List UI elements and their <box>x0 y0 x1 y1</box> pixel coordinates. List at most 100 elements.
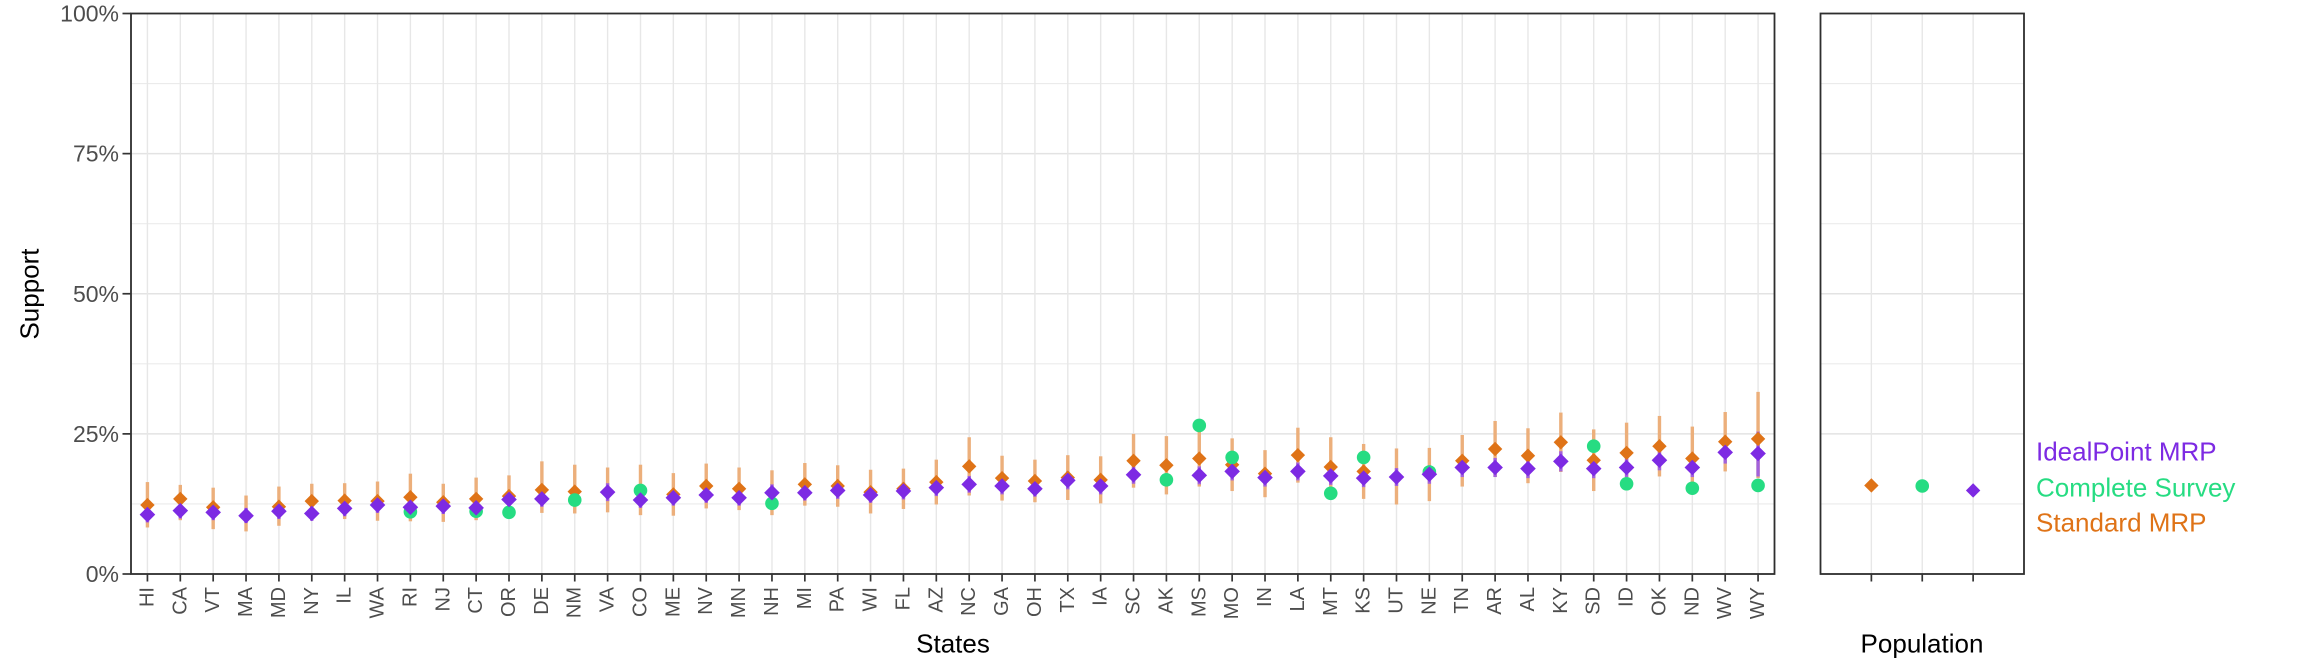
point-standard-CT <box>468 491 484 507</box>
point-standard-IL <box>337 493 352 508</box>
point-complete-WY <box>1751 478 1765 493</box>
x-tick-label-OK: OK <box>1648 586 1670 616</box>
point-complete-CO <box>633 483 648 498</box>
point-complete-MS <box>1192 418 1207 433</box>
point-idealpoint-CT <box>468 500 484 516</box>
point-standard-DE <box>534 482 550 498</box>
point-complete-NM <box>567 493 582 507</box>
point-standard-OK <box>1652 439 1667 454</box>
y-tick-label-75%: 75% <box>73 141 119 167</box>
x-tick-label-WV: WV <box>1714 586 1736 619</box>
point-standard-MS <box>1192 451 1207 466</box>
point-idealpoint-population <box>1965 483 1981 498</box>
x-tick-label-ID: ID <box>1616 587 1638 607</box>
point-complete-KS <box>1356 450 1371 465</box>
point-standard-ID <box>1619 445 1634 461</box>
x-tick-label-PA: PA <box>827 586 849 612</box>
point-idealpoint-KS <box>1355 470 1372 486</box>
point-idealpoint-DE <box>534 491 550 507</box>
point-standard-SD <box>1586 453 1601 468</box>
point-standard-SC <box>1126 453 1141 468</box>
x-axis: HI CA VT MA MD NY IL WA RI NJ CT OR DE NM VA CO ME NV MN NH… <box>136 574 1974 619</box>
point-standard-WV <box>1717 434 1733 449</box>
point-idealpoint-ND <box>1684 459 1701 476</box>
point-standard-AK <box>1159 458 1174 473</box>
point-idealpoint-IA <box>1092 478 1109 494</box>
x-tick-label-MN: MN <box>728 587 750 618</box>
x-tick-label-SD: SD <box>1583 587 1605 615</box>
state-series <box>139 391 1766 532</box>
point-idealpoint-MS <box>1191 467 1208 484</box>
point-standard-GA <box>994 470 1010 486</box>
point-idealpoint-CO <box>632 492 649 508</box>
x-tick-label-NH: NH <box>761 587 783 616</box>
point-idealpoint-NJ <box>435 498 452 514</box>
x-tick-label-KS: KS <box>1353 587 1375 614</box>
x-tick-label-MI: MI <box>794 587 816 609</box>
x-tick-label-SC: SC <box>1123 587 1145 615</box>
point-idealpoint-NV <box>698 487 715 503</box>
x-tick-label-UT: UT <box>1385 587 1407 614</box>
y-tick-label-50%: 50% <box>73 281 119 307</box>
x-tick-label-MD: MD <box>268 587 290 618</box>
point-complete-NH <box>765 496 779 511</box>
y-tick-label-25%: 25% <box>73 421 119 447</box>
point-idealpoint-VT <box>205 504 221 521</box>
point-idealpoint-MO <box>1224 463 1240 480</box>
x-tick-label-NJ: NJ <box>432 587 454 611</box>
legend-item-complete-survey: Complete Survey <box>2036 472 2236 503</box>
point-idealpoint-OK <box>1651 452 1668 469</box>
point-standard-MI <box>797 477 813 492</box>
point-standard-MT <box>1323 459 1338 475</box>
point-standard-population <box>1864 478 1879 493</box>
point-idealpoint-OH <box>1027 481 1043 497</box>
point-idealpoint-TN <box>1454 459 1471 476</box>
point-idealpoint-AZ <box>928 479 945 496</box>
point-idealpoint-KY <box>1553 453 1569 470</box>
point-complete-MT <box>1323 486 1338 501</box>
x-tick-label-HI: HI <box>136 587 158 607</box>
point-idealpoint-AR <box>1487 459 1503 476</box>
x-tick-label-ND: ND <box>1681 587 1703 616</box>
point-standard-NC <box>961 459 977 474</box>
point-idealpoint-MI <box>797 484 813 501</box>
x-tick-label-AL: AL <box>1517 587 1539 611</box>
legend-item-idealpoint-mrp: IdealPoint MRP <box>2036 436 2217 467</box>
point-idealpoint-MN <box>731 489 747 506</box>
point-idealpoint-ME <box>665 489 682 506</box>
point-idealpoint-TX <box>1059 472 1076 489</box>
y-tick-label-100%: 100% <box>60 1 119 27</box>
x-tick-label-MA: MA <box>235 586 257 617</box>
x-tick-label-KY: KY <box>1550 587 1572 614</box>
point-idealpoint-FL <box>895 483 912 499</box>
point-complete-AK <box>1159 473 1174 487</box>
point-idealpoint-LA <box>1290 463 1306 480</box>
point-idealpoint-OR <box>501 491 517 508</box>
point-idealpoint-SC <box>1125 466 1142 483</box>
point-idealpoint-NH <box>764 484 780 501</box>
point-complete-ID <box>1619 476 1634 491</box>
x-tick-label-AR: AR <box>1484 587 1506 615</box>
point-standard-OH <box>1027 473 1043 489</box>
point-standard-NY <box>304 493 319 509</box>
point-complete-ND <box>1685 481 1700 496</box>
point-complete-population <box>1915 479 1930 493</box>
point-standard-HI <box>140 497 155 513</box>
x-tick-label-DE: DE <box>531 587 553 615</box>
point-idealpoint-VA <box>599 484 616 500</box>
x-tick-label-NE: NE <box>1418 587 1440 615</box>
x-tick-label-WI: WI <box>860 587 882 611</box>
point-idealpoint-WI <box>862 487 879 503</box>
point-standard-AL <box>1520 448 1536 463</box>
x-tick-label-RI: RI <box>399 587 421 607</box>
point-idealpoint-WV <box>1717 444 1733 461</box>
point-idealpoint-PA <box>829 482 846 499</box>
point-complete-SD <box>1586 439 1601 454</box>
x-tick-label-TN: TN <box>1451 587 1473 614</box>
point-idealpoint-NC <box>961 476 977 493</box>
x-tick-label-OR: OR <box>498 587 520 617</box>
x-tick-label-GA: GA <box>991 586 1013 616</box>
x-tick-label-NC: NC <box>958 587 980 616</box>
point-standard-MN <box>731 481 747 497</box>
point-idealpoint-SD <box>1585 460 1602 477</box>
